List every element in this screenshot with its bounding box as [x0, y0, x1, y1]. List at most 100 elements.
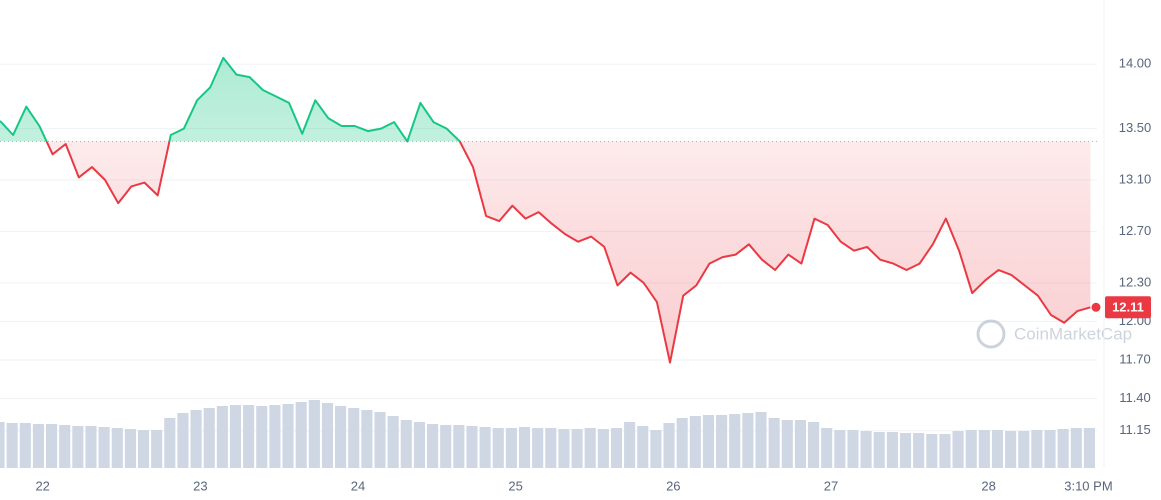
- x-tick-label: 24: [351, 478, 365, 493]
- volume-bar: [137, 430, 150, 468]
- volume-bar: [190, 410, 202, 468]
- volume-bar: [965, 430, 977, 468]
- volume-bar: [1031, 430, 1043, 468]
- volume-bar: [229, 405, 242, 468]
- volume-bar: [295, 402, 307, 468]
- price-line-down: [45, 141, 1091, 364]
- volume-bar: [768, 418, 780, 468]
- volume-bar: [0, 422, 5, 468]
- volume-bar: [1044, 430, 1056, 468]
- volume-bar: [466, 426, 478, 468]
- volume-bar: [6, 423, 18, 468]
- y-tick-label: 13.50: [1119, 120, 1152, 135]
- volume-bar: [952, 431, 964, 468]
- volume-bar: [400, 420, 412, 468]
- volume-bar: [926, 434, 938, 468]
- price-tag-label: 12.11: [1112, 300, 1144, 315]
- x-tick-label: 25: [508, 478, 522, 493]
- volume-bar: [243, 405, 255, 468]
- volume-bar: [413, 422, 425, 468]
- volume-bar: [335, 406, 347, 468]
- volume-bar: [873, 432, 885, 468]
- x-tick-label: 26: [666, 478, 680, 493]
- volume-bar: [939, 434, 951, 468]
- volume-bar: [269, 405, 281, 468]
- volume-bar: [808, 422, 820, 468]
- y-tick-label: 11.70: [1119, 351, 1151, 366]
- volume-bar: [702, 415, 715, 468]
- volume-bar: [361, 410, 373, 468]
- volume-bar: [781, 420, 793, 468]
- watermark-text: CoinMarketCap: [1014, 324, 1132, 343]
- volume-bar: [637, 426, 649, 468]
- volume-bar: [886, 432, 898, 468]
- watermark: CoinMarketCap: [976, 319, 1132, 349]
- y-tick-label: 11.15: [1119, 422, 1151, 437]
- volume-bar: [755, 412, 767, 468]
- volume-bar: [72, 426, 84, 468]
- volume-bar: [1083, 428, 1096, 468]
- volume-bar: [899, 433, 912, 468]
- volume-bar: [663, 423, 675, 468]
- volume-bar: [1057, 429, 1069, 468]
- volume-bar: [597, 429, 609, 468]
- volume-bar: [860, 431, 872, 468]
- volume-bar: [177, 413, 189, 468]
- volume-bar: [978, 430, 990, 468]
- y-tick-label: 12.30: [1119, 274, 1152, 289]
- watermark-logo: [976, 319, 1006, 349]
- volume-bar: [321, 403, 334, 468]
- volume-bar: [1070, 428, 1082, 468]
- volume-bar: [85, 426, 97, 468]
- x-tick-label: 23: [193, 478, 207, 493]
- volume-bar: [453, 425, 465, 468]
- volume-bar: [19, 423, 31, 468]
- volume-bar: [913, 433, 925, 468]
- volume-bar: [111, 428, 123, 468]
- volume-bar: [1018, 431, 1030, 468]
- volume-bar: [32, 424, 44, 468]
- volume-bar: [505, 428, 517, 468]
- volume-bar: [794, 420, 806, 468]
- volume-bar: [545, 428, 557, 468]
- x-tick-label: 27: [824, 478, 838, 493]
- x-tick-label: 22: [35, 478, 49, 493]
- volume-bar: [440, 425, 452, 468]
- volume-bar: [689, 416, 701, 468]
- price-line-up: [0, 56, 461, 142]
- volume-bar: [98, 427, 110, 468]
- area-down: [0, 141, 1091, 363]
- volume-bar: [716, 415, 728, 468]
- volume-bar: [164, 418, 176, 468]
- volume-bar: [650, 430, 662, 468]
- y-tick-label: 13.10: [1119, 171, 1152, 186]
- y-tick-label: 14.00: [1119, 56, 1152, 71]
- volume-bar: [847, 430, 859, 468]
- volume-bar: [729, 414, 741, 468]
- volume-bar: [742, 413, 754, 468]
- volume-bar: [374, 412, 386, 468]
- volume-bar: [151, 430, 163, 468]
- y-tick-label: 11.40: [1119, 390, 1151, 405]
- volume-bar: [387, 416, 399, 468]
- volume-bar: [308, 400, 320, 468]
- volume-bar: [584, 428, 596, 468]
- volume-bar: [518, 427, 531, 468]
- volume-bar: [216, 406, 228, 468]
- volume-bar: [834, 430, 846, 468]
- volume-bar: [610, 428, 623, 468]
- volume-bar: [203, 408, 215, 468]
- volume-bar: [479, 427, 491, 468]
- current-dot: [1091, 302, 1101, 312]
- volume-bar: [1005, 431, 1017, 468]
- volume-bar: [624, 422, 636, 468]
- volume-bar: [59, 425, 71, 468]
- x-tick-label: 3:10 PM: [1064, 478, 1112, 493]
- volume-bar: [991, 430, 1004, 468]
- volume-bar: [124, 429, 136, 468]
- volume-bar: [427, 424, 439, 468]
- volume-bar: [532, 428, 544, 468]
- volume-bar: [676, 418, 688, 468]
- volume-bar: [348, 408, 360, 468]
